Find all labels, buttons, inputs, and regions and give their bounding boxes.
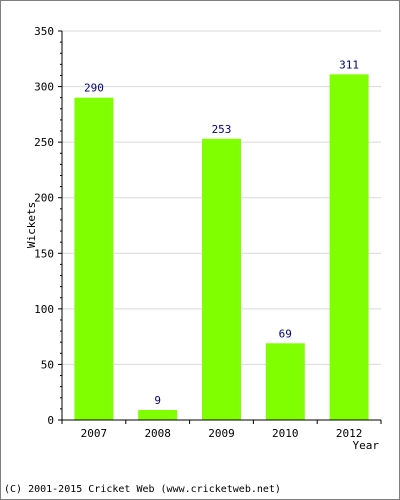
- y-tick-label-200: 200: [34, 192, 54, 205]
- x-tick-label-2010: 2010: [272, 427, 299, 440]
- x-tick-label-2009: 2009: [208, 427, 235, 440]
- data-label-2008: 9: [154, 394, 161, 407]
- bar-2008: [138, 409, 178, 420]
- copyright-footer: (C) 2001-2015 Cricket Web (www.cricketwe…: [4, 484, 281, 495]
- y-tick-label-0: 0: [47, 414, 54, 427]
- bar-2009: [202, 138, 241, 420]
- y-tick-label-250: 250: [34, 136, 54, 149]
- data-label-2010: 69: [279, 327, 292, 340]
- data-label-2012: 311: [339, 58, 359, 71]
- data-label-2007: 290: [84, 82, 104, 95]
- x-axis-title: Year: [353, 439, 380, 452]
- data-label-2009: 253: [212, 123, 232, 136]
- bar-2007: [74, 97, 114, 420]
- x-tick-label-2007: 2007: [81, 427, 108, 440]
- y-tick-label-100: 100: [34, 303, 54, 316]
- y-tick-label-300: 300: [34, 81, 54, 94]
- axes: [58, 30, 382, 424]
- y-tick-label-50: 50: [41, 358, 54, 371]
- bar-2012: [329, 74, 369, 421]
- labels: 0 50 100 150 200 250 300 350 290 2007 9 2008 253 2009…: [34, 25, 362, 440]
- bars: [74, 74, 369, 421]
- y-tick-label-350: 350: [34, 25, 54, 38]
- y-axis-title: Wickets: [25, 202, 38, 248]
- bar-2010: [265, 343, 305, 420]
- x-tick-label-2012: 2012: [336, 427, 363, 440]
- y-tick-label-150: 150: [34, 247, 54, 260]
- x-tick-label-2008: 2008: [144, 427, 171, 440]
